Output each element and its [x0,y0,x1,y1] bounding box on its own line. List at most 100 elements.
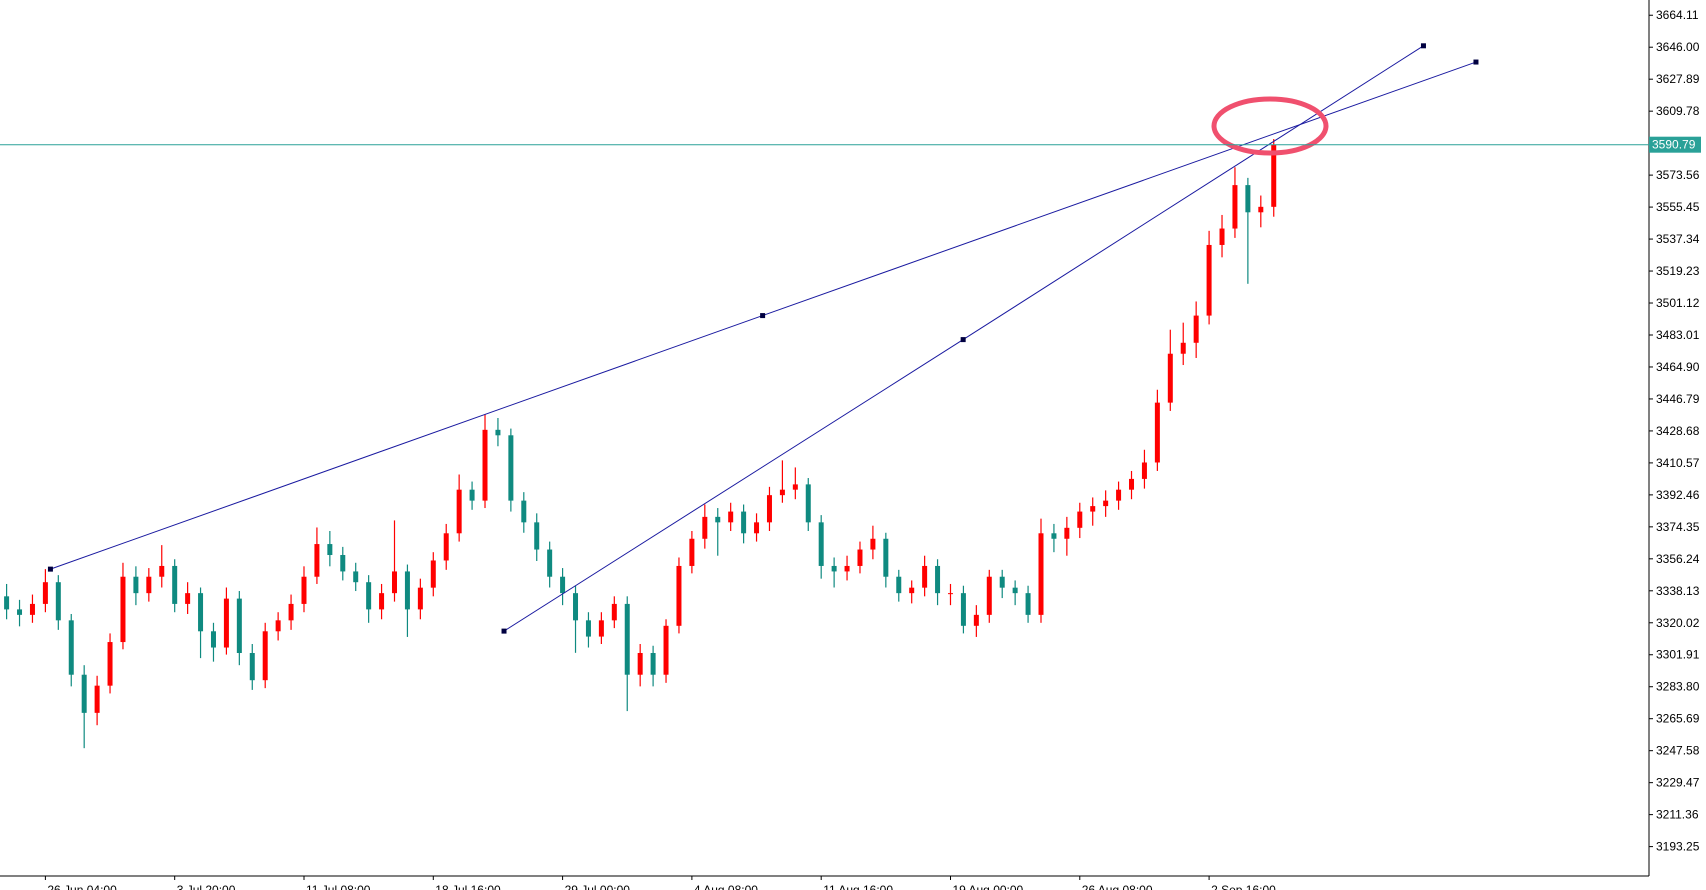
candle-body [223,598,229,648]
candle-body [107,642,113,686]
x-tick-label: 4 Aug 08:00 [694,883,758,890]
candle-body [689,538,695,566]
candle-body [547,549,553,577]
y-tick-label: 3573.56 [1656,168,1700,182]
candle-body [1141,462,1147,479]
y-tick-label: 3537.34 [1656,232,1700,246]
candle-body [146,576,152,594]
candle-body [857,549,863,566]
candle-body [1103,500,1109,507]
x-tick-label: 18 Jul 16:00 [435,883,501,890]
candle-body [4,596,10,610]
candle-body [792,484,798,490]
x-tick-label: 11 Aug 16:00 [823,883,893,890]
candle-body [585,620,591,637]
candle-body [779,489,785,496]
candle-body [159,565,165,577]
candle-body [831,565,837,572]
candle-body [534,522,540,550]
candle-body [560,576,566,594]
y-tick-label: 3301.91 [1656,648,1700,662]
y-tick-label: 3410.57 [1656,456,1700,470]
current-price-label: 3590.79 [1652,138,1696,152]
candle-body [417,587,423,610]
candle-body [1129,478,1135,490]
y-tick-label: 3446.79 [1656,392,1700,406]
candle-body [1077,511,1083,528]
y-tick-label: 3555.45 [1656,200,1700,214]
y-tick-label: 3483.01 [1656,328,1700,342]
candle-body [935,565,941,594]
candle-body [314,544,320,577]
candle-body [172,565,178,604]
x-tick-label: 26 Aug 08:00 [1082,883,1153,890]
y-tick-label: 3374.35 [1656,520,1700,534]
y-tick-label: 3664.11 [1656,8,1699,22]
candle-body [29,603,35,615]
trendline-anchor [1420,43,1426,49]
candle-body [818,522,824,566]
candle-body [198,593,204,632]
candle-body [611,603,617,621]
highlight-ellipse [1211,96,1329,156]
candle-body [1245,185,1251,213]
candle-body [94,685,100,713]
candle-body [883,538,889,577]
candle-body [495,429,501,436]
candle-body [844,565,850,572]
candle-body [288,603,294,621]
candle-body [650,653,656,675]
y-tick-label: 3193.25 [1656,840,1700,854]
candle-body [404,571,410,610]
candle-body [728,511,734,523]
candle-body [482,429,488,501]
trendline-anchor [960,337,966,343]
x-tick-label: 2 Sep 16:00 [1211,883,1276,890]
candle-body [624,603,630,675]
candle-body [1206,244,1212,316]
candle-body [430,560,436,588]
candle-body [702,516,708,539]
candle-body [68,620,74,675]
candle-body [379,593,385,610]
candle-body [754,522,760,534]
candle-body [1038,533,1044,615]
y-tick-label: 3247.58 [1656,744,1700,758]
candle-body [715,516,721,523]
candle-body [443,533,449,561]
candle-body [870,538,876,550]
candle-body [521,500,527,523]
candle-body [1167,353,1173,403]
current-price-box [1649,136,1701,153]
candle-body [392,571,397,594]
candle-body [81,674,87,713]
y-tick-label: 3609.78 [1656,104,1700,118]
candle-body [185,593,191,604]
candle-body [301,576,307,604]
candle-body [663,625,669,675]
candle-body [456,489,462,534]
y-tick-label: 3229.47 [1656,776,1700,790]
candle-body [573,593,579,621]
candle-body [1064,527,1070,539]
candle-body [249,653,255,681]
candle-body [741,511,747,534]
y-tick-label: 3627.89 [1656,72,1700,86]
y-tick-label: 3519.23 [1656,264,1700,278]
y-tick-label: 3646.00 [1656,40,1700,54]
candle-body [1025,593,1031,615]
candle-body [999,576,1005,588]
x-tick-label: 29 Jul 00:00 [565,883,631,890]
candle-body [1180,342,1186,354]
candle-body [120,576,126,643]
candle-body [1232,185,1238,229]
candle-body [262,631,268,681]
y-tick-label: 3356.24 [1656,552,1700,566]
y-tick-label: 3428.68 [1656,424,1700,438]
candle-body [1090,506,1096,512]
x-tick-label: 19 Aug 00:00 [952,883,1023,890]
y-tick-label: 3265.69 [1656,712,1700,726]
candle-body [766,495,772,523]
candle-body [366,582,372,610]
